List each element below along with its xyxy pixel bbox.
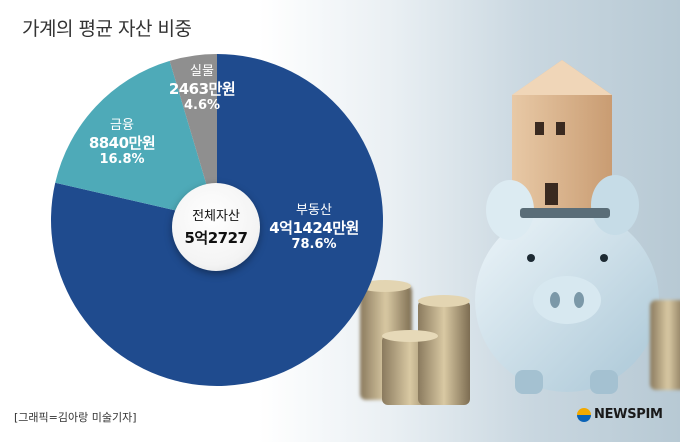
total-assets-value: 5억2727: [184, 229, 249, 247]
slice-percent-financial: 16.8%: [99, 151, 145, 167]
newspim-logo-text: NEWSPIM: [594, 407, 663, 422]
slice-name-real-estate: 부동산: [296, 203, 332, 218]
slice-label-financial: 금융 8840만원 16.8%: [82, 118, 162, 167]
chart-title: 가계의 평균 자산 비중: [22, 18, 192, 40]
piggy-bank-figure: [475, 175, 659, 394]
slice-amount-financial: 8840만원: [88, 133, 156, 152]
slice-amount-physical: 2463만원: [168, 79, 236, 98]
house-figure: [512, 60, 612, 230]
pie-slice-physical: [169, 54, 217, 220]
slice-label-physical: 실물 2463만원 4.6%: [163, 64, 241, 113]
graphic-credit: [그래픽=김아랑 미술기자]: [14, 411, 137, 424]
total-assets-badge: 전체자산 5억2727: [172, 183, 260, 271]
total-assets-label: 전체자산: [192, 209, 240, 224]
pie-slice-financial: [55, 60, 217, 221]
slice-name-financial: 금융: [110, 118, 134, 133]
slice-percent-physical: 4.6%: [183, 97, 221, 113]
slice-percent-real-estate: 78.6%: [291, 236, 337, 252]
coin-stacks: [359, 280, 680, 405]
newspim-logo-icon: [577, 408, 591, 422]
slice-name-physical: 실물: [190, 64, 214, 79]
slice-label-real-estate: 부동산 4억1424만원 78.6%: [268, 203, 360, 252]
slice-amount-real-estate: 4억1424만원: [269, 218, 359, 237]
